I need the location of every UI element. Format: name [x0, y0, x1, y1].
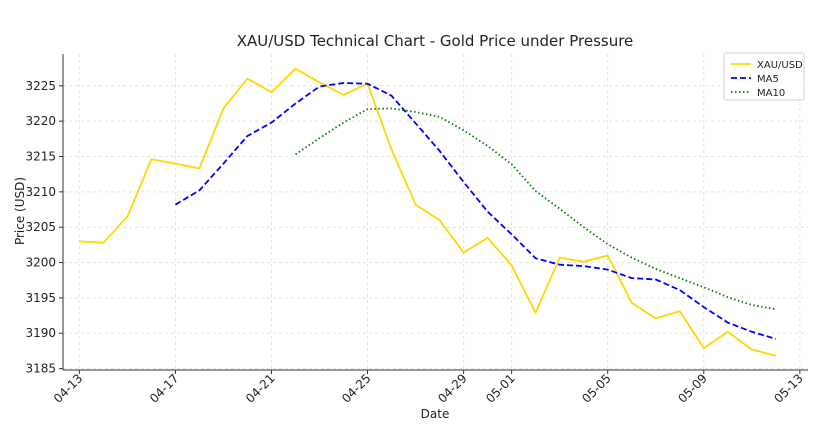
y-tick-label: 3200: [25, 256, 56, 270]
y-tick-label: 3215: [25, 150, 56, 164]
legend-items: XAU/USD MA5 MA10: [731, 60, 803, 99]
legend-label: XAU/USD: [757, 60, 803, 71]
x-tick-label: 05-09: [675, 371, 710, 406]
x-tick-label: 05-13: [771, 371, 806, 406]
series-group: [79, 67, 777, 357]
y-tick-label: 3195: [25, 291, 56, 305]
legend-label: MA5: [757, 74, 779, 85]
axes: [62, 54, 808, 371]
series-line-xau-usd: [79, 67, 777, 357]
y-tick-label: 3190: [25, 326, 56, 340]
x-tick-label: 05-01: [483, 371, 518, 406]
x-tick-label: 04-21: [243, 371, 278, 406]
chart-title: XAU/USD Technical Chart - Gold Price und…: [237, 32, 634, 50]
y-axis-label: Price (USD): [13, 177, 27, 245]
x-tick-label: 05-05: [579, 371, 614, 406]
x-axis-label: Date: [421, 407, 450, 421]
series-line-ma10: [294, 107, 776, 311]
x-tick-label: 04-29: [435, 371, 470, 406]
y-tick-label: 3205: [25, 220, 56, 234]
y-tick-label: 3220: [25, 114, 56, 128]
legend: XAU/USD MA5 MA10: [723, 52, 805, 101]
ticks: 3185 3190 3195 3200 3205 3210 3215 3220 3225 04-1…: [25, 79, 806, 406]
series-line-ma5: [174, 82, 777, 340]
legend-label: MA10: [757, 88, 785, 99]
x-tick-label: 04-13: [51, 371, 86, 406]
x-tick-label: 04-25: [339, 371, 374, 406]
y-tick-label: 3185: [25, 362, 56, 376]
y-tick-label: 3210: [25, 185, 56, 199]
y-tick-label: 3225: [25, 79, 56, 93]
grid: [63, 54, 808, 370]
x-tick-label: 04-17: [147, 371, 182, 406]
